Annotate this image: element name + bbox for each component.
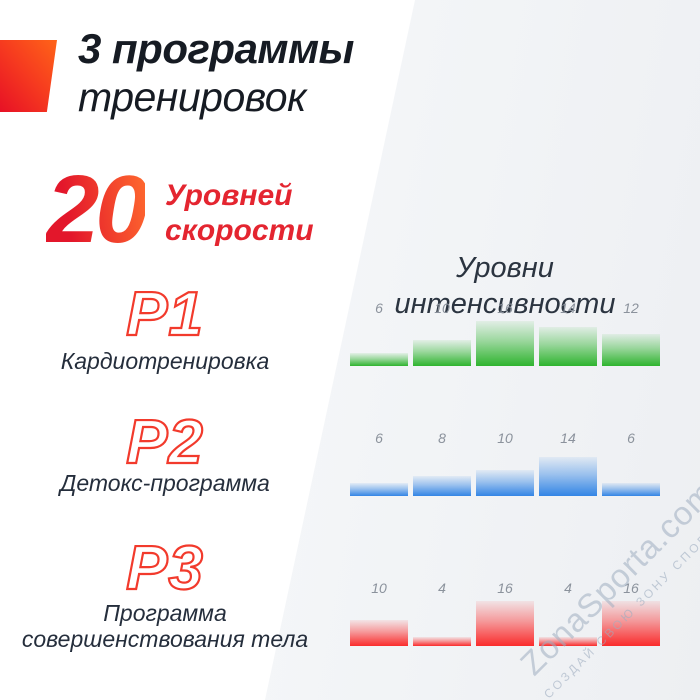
program-name-p3: Программа совершенствования тела: [5, 600, 325, 652]
bar-cell: 12: [602, 300, 660, 366]
bar-value-label: 14: [560, 300, 576, 316]
intensity-bar: [602, 334, 660, 366]
bar-track: [413, 318, 471, 366]
bar-track: [350, 448, 408, 496]
bar-value-label: 6: [375, 300, 383, 316]
bar-value-label: 4: [564, 580, 572, 596]
intensity-heading: Уровни интенсивности: [394, 252, 616, 320]
bar-cell: 6: [350, 430, 408, 496]
intensity-bar: [350, 353, 408, 366]
intensity-bar: [539, 637, 597, 646]
program-name-p2: Детокс-программа: [5, 470, 325, 496]
bar-cell: 14: [539, 430, 597, 496]
bar-value-label: 10: [371, 580, 387, 596]
program-code-p1: P1: [125, 280, 204, 349]
bar-value-label: 4: [438, 580, 446, 596]
intensity-bar: [350, 620, 408, 646]
bar-track: [476, 598, 534, 646]
intensity-chart-p3: 10 4 16 4 16: [350, 580, 660, 646]
intensity-bar: [476, 601, 534, 646]
bar-value-label: 12: [623, 300, 639, 316]
bar-value-label: 10: [497, 430, 513, 446]
bar-track: [350, 598, 408, 646]
bar-cell: 10: [413, 300, 471, 366]
intensity-bar: [539, 327, 597, 366]
bar-value-label: 10: [434, 300, 450, 316]
program-name-line: Кардиотренировка: [60, 348, 270, 374]
intensity-chart-p1: 6 10 16 14 12: [350, 300, 660, 366]
speed-caption-line-1: Уровней: [165, 179, 293, 212]
bar-cell: 6: [602, 430, 660, 496]
speed-caption-line-2: скорости: [165, 214, 314, 247]
title-line-2: тренировок: [78, 74, 306, 120]
bar-track: [602, 318, 660, 366]
bar-track: [602, 448, 660, 496]
bar-value-label: 16: [497, 580, 513, 596]
bar-value-label: 6: [627, 430, 635, 446]
bar-value-label: 8: [438, 430, 446, 446]
bar-value-label: 16: [497, 300, 513, 316]
program-name-line: Программа: [103, 600, 227, 626]
program-code-p2: P2: [125, 408, 204, 477]
bar-cell: 6: [350, 300, 408, 366]
bar-track: [539, 448, 597, 496]
bar-cell: 4: [413, 580, 471, 646]
bar-track: [476, 318, 534, 366]
program-name-line: Детокс-программа: [60, 470, 270, 496]
intensity-bar: [413, 476, 471, 496]
bar-track: [350, 318, 408, 366]
intensity-chart-p2: 6 8 10 14 6: [350, 430, 660, 496]
intensity-bar: [602, 601, 660, 646]
bar-cell: 8: [413, 430, 471, 496]
bar-cell: 16: [602, 580, 660, 646]
intensity-bar: [476, 470, 534, 496]
speed-levels-number: 20: [46, 156, 149, 263]
intensity-bar: [476, 321, 534, 366]
bar-value-label: 6: [375, 430, 383, 446]
bar-track: [539, 318, 597, 366]
bar-cell: 16: [476, 580, 534, 646]
page-title: 3 программы тренировок: [78, 24, 354, 120]
title-line-1: 3 программы: [78, 25, 354, 72]
bar-cell: 10: [350, 580, 408, 646]
bar-cell: 14: [539, 300, 597, 366]
bar-cell: 4: [539, 580, 597, 646]
intensity-bar: [539, 457, 597, 496]
bar-track: [413, 598, 471, 646]
bar-cell: 10: [476, 430, 534, 496]
speed-levels-caption: Уровней скорости: [165, 178, 314, 248]
bar-track: [539, 598, 597, 646]
bar-track: [413, 448, 471, 496]
bar-value-label: 14: [560, 430, 576, 446]
bar-track: [602, 598, 660, 646]
bar-track: [476, 448, 534, 496]
intensity-bar: [350, 483, 408, 496]
intensity-bar: [413, 637, 471, 646]
program-code-p3: P3: [125, 534, 204, 603]
intensity-bar: [602, 483, 660, 496]
bar-value-label: 16: [623, 580, 639, 596]
program-name-line: совершенствования тела: [21, 626, 309, 652]
program-name-p1: Кардиотренировка: [5, 348, 325, 374]
red-accent-shape: [0, 40, 58, 112]
bar-cell: 16: [476, 300, 534, 366]
intensity-bar: [413, 340, 471, 366]
